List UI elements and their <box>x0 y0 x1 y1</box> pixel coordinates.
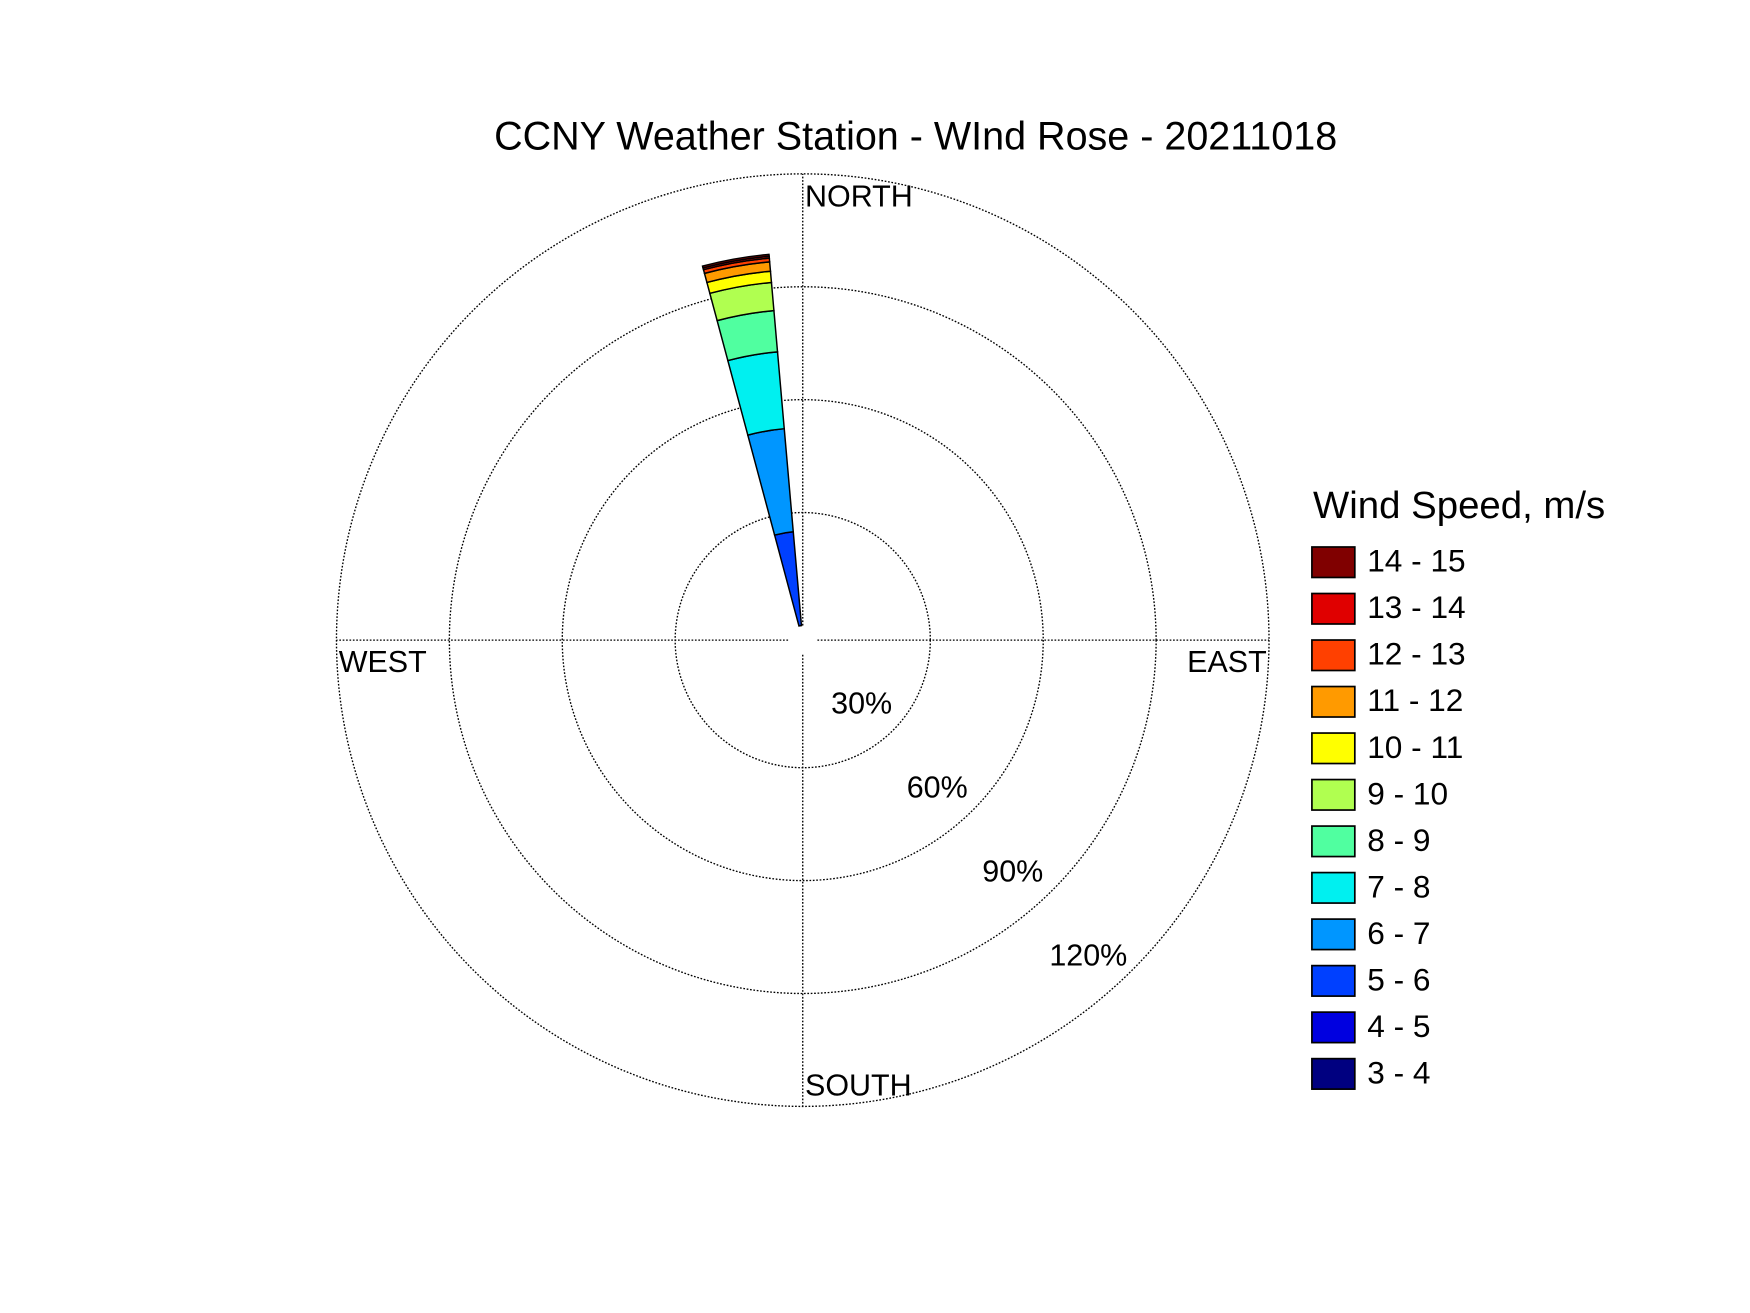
legend-label: 13 - 14 <box>1367 589 1465 625</box>
legend-label: 5 - 6 <box>1367 961 1430 997</box>
legend-swatch <box>1311 825 1356 858</box>
legend-label: 6 - 7 <box>1367 915 1430 951</box>
wind-segment <box>773 530 803 627</box>
legend-label: 12 - 13 <box>1367 636 1465 672</box>
grid-ring <box>674 511 931 769</box>
r-tick-label: 90% <box>982 854 1043 888</box>
r-tick-label: 30% <box>831 687 892 721</box>
legend-swatch <box>1311 639 1356 672</box>
legend-swatch <box>1311 871 1356 904</box>
direction-label: SOUTH <box>805 1068 912 1102</box>
grid-ring <box>448 286 1157 995</box>
grid-ring <box>561 398 1044 882</box>
legend-label: 11 - 12 <box>1367 682 1463 718</box>
grid-ring <box>335 173 1270 1108</box>
legend-label: 3 - 4 <box>1367 1054 1430 1090</box>
legend-swatch <box>1311 592 1356 625</box>
legend-swatch <box>1311 918 1356 951</box>
legend-label: 7 - 8 <box>1367 868 1430 904</box>
direction-label: EAST <box>1187 645 1267 679</box>
legend-swatch <box>1311 1057 1356 1090</box>
legend-label: 14 - 15 <box>1367 543 1465 579</box>
r-tick-label: 120% <box>1049 938 1127 972</box>
legend-swatch <box>1311 778 1356 811</box>
legend-label: 9 - 10 <box>1367 775 1448 811</box>
chart-title: CCNY Weather Station - WInd Rose - 20211… <box>494 114 1337 158</box>
legend-swatch <box>1311 1011 1356 1044</box>
legend-title: Wind Speed, m/s <box>1313 484 1605 527</box>
wind-segment <box>701 253 770 269</box>
legend-swatch <box>1311 685 1356 718</box>
legend-swatch <box>1311 546 1356 579</box>
wind-segment <box>726 351 786 437</box>
r-tick-label: 60% <box>907 771 968 805</box>
legend-label: 8 - 9 <box>1367 822 1430 858</box>
legend-label: 10 - 11 <box>1367 729 1463 765</box>
legend-label: 4 - 5 <box>1367 1008 1430 1044</box>
wind-segment <box>746 427 795 536</box>
direction-label: WEST <box>339 645 427 679</box>
direction-label: NORTH <box>805 180 913 214</box>
legend-swatch <box>1311 732 1356 765</box>
legend-swatch <box>1311 964 1356 997</box>
